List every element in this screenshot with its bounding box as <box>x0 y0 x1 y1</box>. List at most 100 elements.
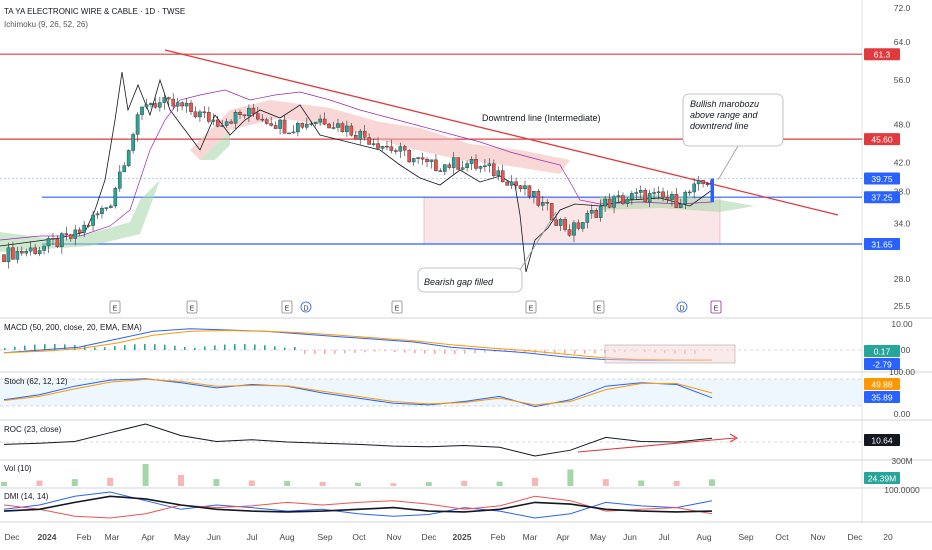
candle-body <box>634 192 639 194</box>
event-marker-label: E <box>285 306 290 313</box>
price-axis[interactable]: 72.0 64.0 56.0 48.0 42.0 38.0 34.0 28.0 25.5 61.3… <box>864 3 911 311</box>
candle-body <box>625 198 630 204</box>
series-roc <box>3 423 713 457</box>
candle-body <box>438 170 443 172</box>
candle-body <box>60 233 64 247</box>
candle-body <box>327 123 331 129</box>
candle-body <box>149 103 153 105</box>
candle-body <box>144 104 149 108</box>
candle-body <box>198 111 202 118</box>
candle-body <box>264 119 269 124</box>
roc-legend: ROC (23, close) <box>4 425 62 434</box>
volume-bar <box>355 482 361 486</box>
candle-body <box>545 202 550 204</box>
candle-body <box>282 119 287 134</box>
time-axis[interactable]: Dec 2024 Feb Mar Apr May Jun Jul Aug Sep Oct Nov Dec… <box>4 532 893 542</box>
gap-annotation: Bearish gap filled <box>424 277 494 287</box>
event-marker-label: E <box>714 306 719 313</box>
volume-bar <box>1 481 7 486</box>
time-tick-label: Dec <box>421 532 437 542</box>
candle-body <box>278 119 282 129</box>
candle-body <box>68 234 73 239</box>
time-tick-label: May <box>590 532 607 542</box>
macd-histogram-bar <box>414 350 416 354</box>
candle-body <box>443 164 447 172</box>
macd-histogram-bar <box>494 350 496 352</box>
candle-body <box>554 219 558 226</box>
event-marker-label: D <box>679 306 684 313</box>
volume-bar <box>425 482 432 486</box>
candle-body <box>536 191 541 206</box>
candle-body <box>674 194 679 208</box>
time-tick-label: Mar <box>105 532 120 542</box>
candle-body <box>518 185 523 189</box>
macd-histogram-bar <box>54 344 56 350</box>
candle-body <box>487 163 492 166</box>
macd-histogram-bar <box>224 344 226 350</box>
candle-body <box>701 180 705 184</box>
candle-body <box>180 102 184 107</box>
indicator-badge <box>864 345 900 357</box>
candle-body <box>411 158 416 163</box>
time-tick-label: Sep <box>738 532 753 542</box>
price-tick-label: 56.0 <box>894 75 911 85</box>
series-adx <box>3 495 713 513</box>
dmi-legend: DMI (14, 14) <box>4 492 49 501</box>
candle-body <box>33 247 37 254</box>
price-badge-label: 39.75 <box>871 174 893 184</box>
time-tick-label: 2024 <box>38 532 57 542</box>
candle-body <box>603 198 607 207</box>
candle-body <box>238 112 242 115</box>
stoch-band <box>0 379 862 406</box>
indicator-badge-label: 10.64 <box>871 436 893 446</box>
candle-body <box>77 229 82 233</box>
indicator-badge-label: 0.17 <box>874 347 891 357</box>
candle-body <box>514 181 518 186</box>
candle-body <box>109 205 113 208</box>
candle-body <box>256 113 260 120</box>
candle-body <box>474 159 478 169</box>
candle-body <box>656 191 661 194</box>
macd-histogram-bar <box>554 350 556 354</box>
indicator-tick-label: 300M <box>891 456 912 466</box>
candle-body <box>598 205 603 218</box>
indicator-badge <box>864 358 900 370</box>
chart-title: TA YA ELECTRONIC WIRE & CABLE · 1D · TWS… <box>4 7 185 16</box>
macd-histogram-bar <box>234 344 236 350</box>
candle-body <box>540 202 545 206</box>
roc-trend-arrow <box>577 437 736 453</box>
candle-body <box>349 125 354 136</box>
candle-body <box>643 189 648 203</box>
macd-histogram-bar <box>304 350 306 354</box>
marubozu-line-1: Bullish marobozu <box>690 99 759 109</box>
candle-body <box>585 213 590 223</box>
time-tick-label: Feb <box>491 532 506 542</box>
macd-histogram-bar <box>114 345 116 350</box>
price-pane <box>0 49 862 273</box>
macd-histogram-bar <box>444 350 446 354</box>
candle-body <box>362 130 367 138</box>
candle-body <box>385 145 389 148</box>
macd-histogram-bar <box>594 350 596 354</box>
candle-body <box>126 150 131 166</box>
macd-histogram-bar <box>404 350 406 353</box>
price-badge-label: 61.3 <box>874 50 891 60</box>
volume-bar <box>142 464 149 486</box>
candle-body <box>15 251 20 260</box>
price-badge-label: 37.25 <box>871 193 893 203</box>
time-tick-label: Sep <box>317 532 332 542</box>
candle-body <box>291 131 296 134</box>
candle-body <box>229 121 233 124</box>
macd-pane: 10.00 0.000.17 -2.79 <box>0 319 913 370</box>
candle-body <box>425 158 429 162</box>
macd-histogram-bar <box>14 346 16 350</box>
volume-bar <box>248 480 255 486</box>
candle-body <box>189 102 193 112</box>
candle-body <box>456 157 460 170</box>
macd-histogram-bar <box>4 348 6 350</box>
candle-body <box>42 245 46 251</box>
macd-legend: MACD (50, 200, close, 20, EMA, EMA) <box>4 323 142 332</box>
candle-body <box>24 250 29 254</box>
marubozu-callout-pointer <box>717 145 739 181</box>
ichimoku-cloud-3 <box>200 130 230 160</box>
